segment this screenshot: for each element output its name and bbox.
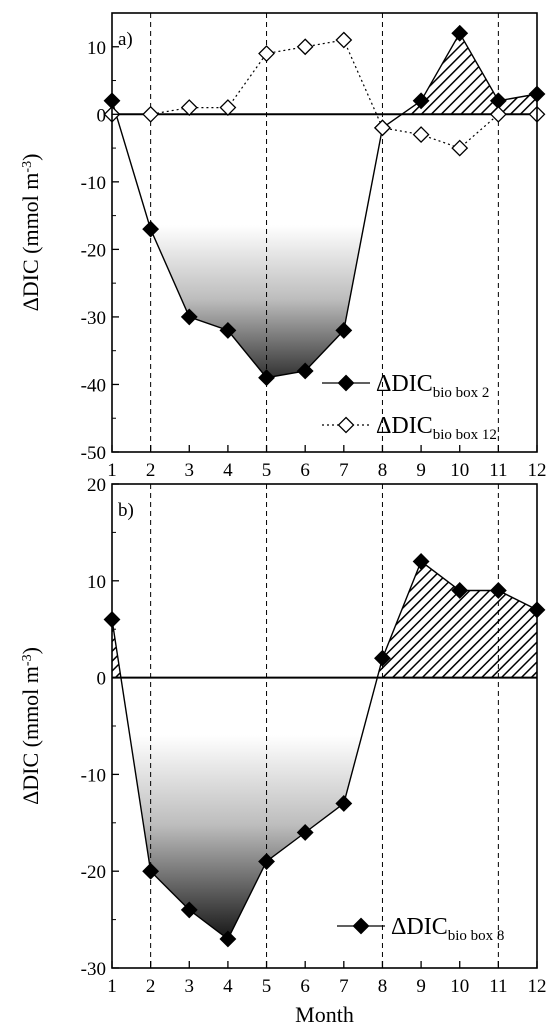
x-tick-label: 7 [339, 976, 349, 997]
data-point-marker [258, 853, 275, 870]
data-point-marker [142, 220, 160, 238]
data-point-marker [219, 930, 237, 948]
panel-a-y-axis-label: ΔDIC (mmol m-3) [18, 154, 43, 312]
x-tick-label: 3 [185, 976, 195, 997]
x-tick-label: 5 [262, 976, 272, 997]
panel-a-plot-frame [111, 12, 538, 453]
data-point-marker [296, 824, 314, 841]
x-tick-label: 4 [223, 460, 233, 481]
negative-area-segment [120, 677, 378, 939]
x-tick-label: 6 [300, 976, 310, 997]
data-point-marker [142, 105, 160, 123]
data-point-marker [219, 99, 237, 116]
data-point-marker [142, 862, 160, 880]
data-point-marker [451, 139, 469, 157]
legend-entry-label: ΔDICbio box 2 [376, 371, 489, 401]
data-point-marker [335, 31, 353, 49]
panel-a-y-axis: 10 0 -10 -20 -30 -40 -50 [81, 38, 119, 464]
x-tick-label: 12 [528, 460, 547, 481]
legend-marker [352, 917, 370, 935]
y-tick-label: 10 [87, 572, 106, 593]
y-tick-label: -20 [81, 862, 106, 883]
legend-marker [337, 416, 355, 434]
panel-b-positive-area [112, 561, 537, 678]
x-tick-label: 2 [146, 460, 156, 481]
panel-a-positive-area [112, 33, 537, 115]
y-tick-label: 10 [87, 38, 106, 59]
legend-entry-label: ΔDICbio box 12 [376, 413, 497, 443]
data-point-marker [258, 369, 275, 387]
panel-b-negative-area [120, 677, 378, 939]
x-tick-label: 3 [185, 460, 195, 481]
x-tick-label: 8 [378, 976, 388, 997]
y-tick-label: 20 [87, 475, 106, 496]
x-tick-label: 12 [528, 976, 547, 997]
series-line-solid [111, 31, 538, 379]
data-point-marker [180, 901, 198, 919]
data-point-marker [335, 322, 353, 339]
x-tick-label: 10 [450, 976, 469, 997]
panel-a-series [103, 24, 546, 387]
x-tick-label: 2 [146, 976, 156, 997]
legend-entry-label: ΔDICbio box 8 [391, 914, 504, 944]
y-tick-label: -30 [81, 308, 106, 329]
positive-area-segment [377, 561, 537, 678]
panel-a-negative-area [116, 114, 402, 378]
x-tick-label: 6 [300, 460, 310, 481]
x-tick-label: 4 [223, 976, 233, 997]
data-point-marker [258, 45, 275, 62]
x-tick-label: 7 [339, 460, 349, 481]
data-point-marker [412, 553, 430, 570]
data-point-marker [412, 92, 430, 110]
data-point-marker [180, 308, 198, 326]
panel-b-x-axis-label: Month [295, 1002, 354, 1023]
data-point-marker [335, 795, 353, 812]
x-tick-label: 8 [378, 460, 388, 481]
x-tick-label: 11 [489, 460, 507, 481]
y-tick-label: -30 [81, 959, 106, 980]
data-point-marker [296, 362, 314, 380]
x-tick-label: 10 [450, 460, 469, 481]
x-tick-label: 9 [416, 460, 426, 481]
data-point-marker [489, 582, 507, 599]
data-point-marker [374, 649, 391, 667]
x-tick-label: 9 [416, 976, 426, 997]
data-point-marker [412, 126, 430, 143]
positive-area-segment [401, 33, 537, 115]
panel-a-label: a) [118, 29, 133, 50]
y-tick-label: -40 [81, 375, 106, 396]
panel-a-legend: ΔDICbio box 2 ΔDICbio box 12 [322, 371, 497, 443]
x-tick-label: 1 [107, 460, 117, 481]
y-tick-label: -10 [81, 173, 106, 194]
panel-a-x-axis: 1 2 3 4 5 6 7 8 9 10 11 12 [107, 445, 547, 481]
panel-b-label: b) [118, 500, 134, 521]
data-point-marker [489, 105, 507, 123]
data-point-marker [451, 24, 469, 42]
panel-b-y-axis-label: ΔDIC (mmol m-3) [18, 647, 43, 805]
y-tick-label: -20 [81, 240, 106, 261]
negative-area-segment [116, 114, 402, 378]
x-tick-label: 5 [262, 460, 272, 481]
x-tick-label: 11 [489, 976, 507, 997]
y-tick-label: -10 [81, 765, 106, 786]
data-point-marker [451, 582, 469, 599]
x-tick-label: 1 [107, 976, 117, 997]
panel-b-y-axis: 20 10 0 -10 -20 -30 [81, 475, 119, 980]
y-tick-label: 0 [97, 105, 107, 126]
data-point-marker [296, 38, 314, 56]
data-point-marker [219, 322, 237, 339]
panel-a: 100-10-20-30-40-50 1 2 3 4 5 6 7 8 9 10 11 12 ΔDIC … [18, 12, 547, 481]
data-point-marker [374, 119, 391, 137]
y-tick-label: 0 [97, 669, 107, 690]
legend-marker [337, 374, 355, 392]
data-point-marker [180, 99, 198, 116]
panel-b-legend: ΔDICbio box 8 [337, 914, 504, 944]
panel-b-x-axis: 1 2 3 4 5 6 7 8 9 10 11 12 [107, 961, 547, 997]
y-tick-label: -50 [81, 443, 106, 464]
